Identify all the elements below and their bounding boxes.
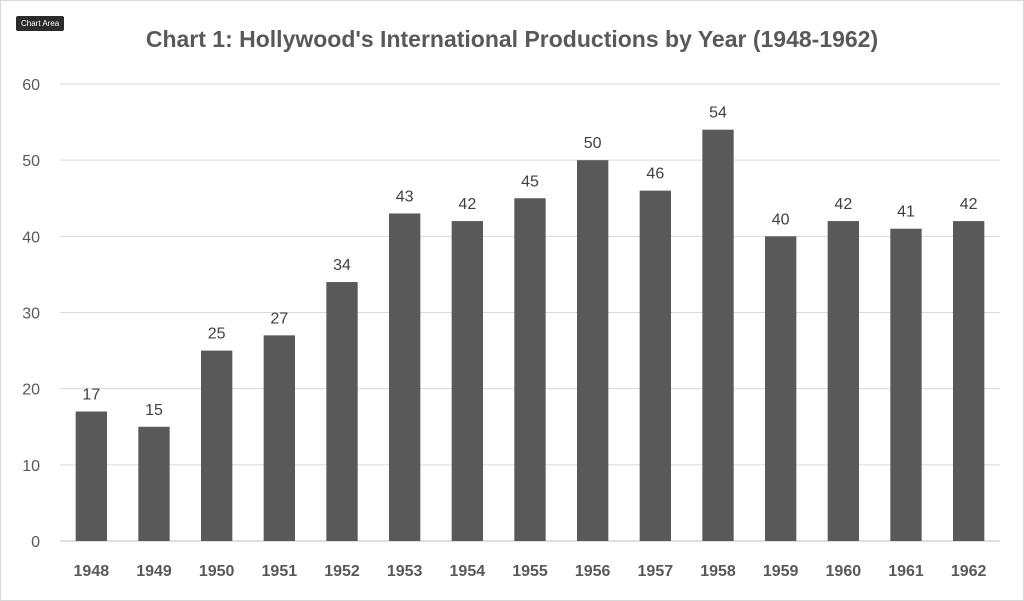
bar-1950[interactable] bbox=[201, 350, 233, 541]
chart-area-tooltip: Chart Area bbox=[16, 16, 65, 31]
data-label-1954: 42 bbox=[458, 196, 476, 213]
data-label-1953: 43 bbox=[396, 188, 414, 205]
data-label-1959: 40 bbox=[772, 211, 790, 228]
x-tick-label-1952: 1952 bbox=[324, 563, 360, 580]
y-tick-label: 50 bbox=[22, 153, 40, 170]
bar-1957[interactable] bbox=[639, 190, 671, 541]
x-tick-label-1958: 1958 bbox=[700, 563, 736, 580]
x-tick-label-1949: 1949 bbox=[136, 563, 172, 580]
bar-1953[interactable] bbox=[389, 213, 421, 541]
bar-1960[interactable] bbox=[827, 221, 859, 541]
data-label-1955: 45 bbox=[521, 173, 539, 190]
data-label-1952: 34 bbox=[333, 257, 351, 274]
x-tick-label-1955: 1955 bbox=[512, 563, 548, 580]
y-tick-label: 20 bbox=[22, 382, 40, 399]
bar-1954[interactable] bbox=[451, 221, 483, 541]
data-labels: 17 15 25 27 34 43 42 45 50 46 54 40 42 41 42 bbox=[82, 105, 977, 419]
y-tick-label: 0 bbox=[31, 534, 40, 551]
data-label-1957: 46 bbox=[646, 166, 664, 183]
data-label-1951: 27 bbox=[270, 310, 288, 327]
bar-1952[interactable] bbox=[326, 282, 358, 541]
bar-1951[interactable] bbox=[263, 335, 295, 541]
y-axis-tick-labels: 0 10 20 30 40 50 60 bbox=[22, 77, 40, 551]
y-tick-label: 60 bbox=[22, 77, 40, 94]
bar-1949[interactable] bbox=[138, 426, 170, 541]
data-label-1960: 42 bbox=[834, 196, 852, 213]
y-tick-label: 40 bbox=[22, 229, 40, 246]
x-tick-label-1959: 1959 bbox=[763, 563, 799, 580]
data-label-1949: 15 bbox=[145, 402, 163, 419]
x-tick-label-1954: 1954 bbox=[450, 563, 486, 580]
x-tick-label-1962: 1962 bbox=[951, 563, 987, 580]
data-label-1956: 50 bbox=[584, 135, 602, 152]
y-tick-label: 10 bbox=[22, 458, 40, 475]
x-tick-label-1957: 1957 bbox=[638, 563, 674, 580]
x-tick-label-1953: 1953 bbox=[387, 563, 423, 580]
data-label-1950: 25 bbox=[208, 326, 226, 343]
data-label-1958: 54 bbox=[709, 105, 727, 122]
data-label-1961: 41 bbox=[897, 204, 915, 221]
bar-1955[interactable] bbox=[514, 198, 546, 541]
bar-1956[interactable] bbox=[577, 160, 609, 541]
x-tick-label-1950: 1950 bbox=[199, 563, 235, 580]
bar-series[interactable] bbox=[75, 129, 985, 542]
bar-1958[interactable] bbox=[702, 129, 734, 541]
bar-1948[interactable] bbox=[75, 411, 107, 541]
bar-1959[interactable] bbox=[765, 236, 797, 542]
bar-1961[interactable] bbox=[890, 228, 922, 541]
data-label-1962: 42 bbox=[960, 196, 978, 213]
x-tick-label-1960: 1960 bbox=[826, 563, 862, 580]
x-tick-label-1956: 1956 bbox=[575, 563, 611, 580]
chart-title[interactable]: Chart 1: Hollywood's International Produ… bbox=[145, 26, 879, 52]
x-tick-label-1961: 1961 bbox=[888, 563, 924, 580]
y-tick-label: 30 bbox=[22, 306, 40, 323]
bar-1962[interactable] bbox=[953, 221, 985, 541]
x-tick-label-1951: 1951 bbox=[262, 563, 298, 580]
data-label-1948: 17 bbox=[82, 387, 100, 404]
x-tick-label-1948: 1948 bbox=[74, 563, 110, 580]
x-axis-tick-labels: 1948 1949 1950 1951 1952 1953 1954 1955 1956 1957… bbox=[74, 563, 987, 580]
